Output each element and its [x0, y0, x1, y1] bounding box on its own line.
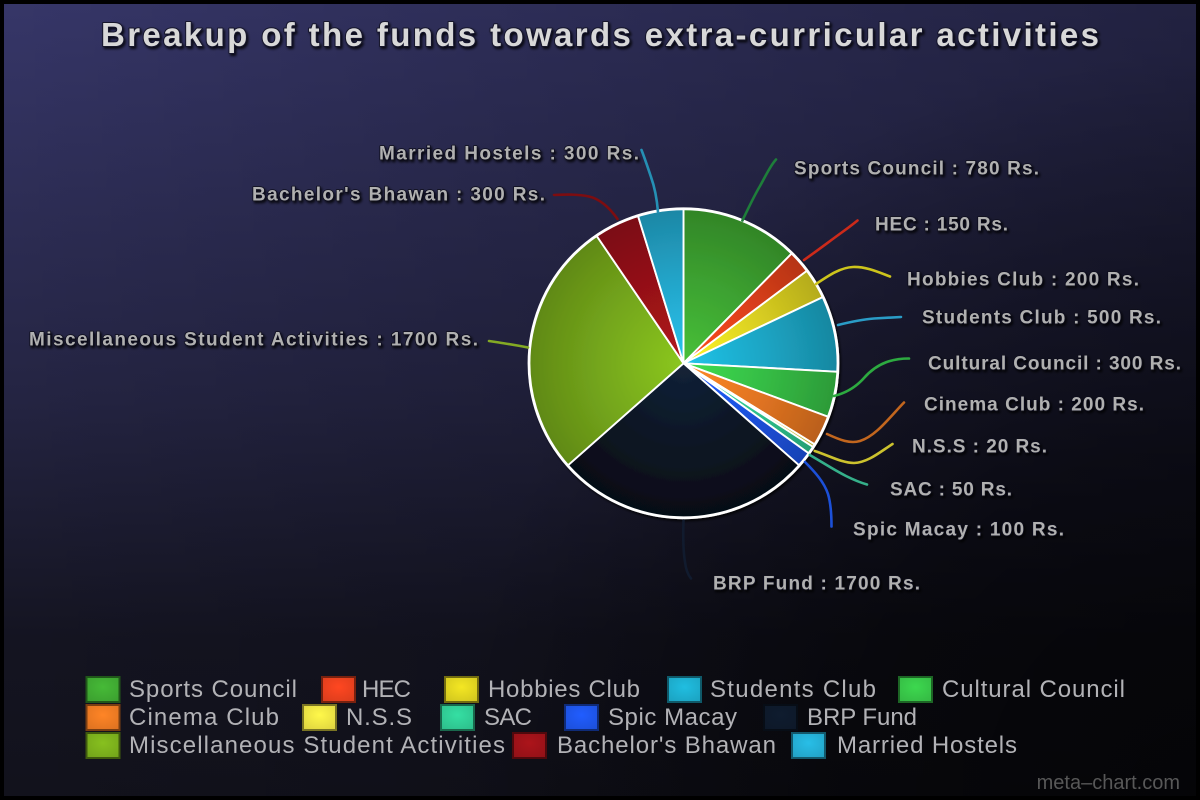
- svg-text:Bachelor's Bhawan : 300 Rs.: Bachelor's Bhawan : 300 Rs.: [252, 185, 545, 206]
- svg-text:Miscellaneous Student Activiti: Miscellaneous Student Activities : 1700 …: [29, 330, 478, 351]
- svg-text:BRP Fund: BRP Fund: [807, 704, 917, 731]
- svg-text:Sports Council : 780 Rs.: Sports Council : 780 Rs.: [794, 159, 1039, 180]
- svg-text:Hobbies Club : 200 Rs.: Hobbies Club : 200 Rs.: [907, 270, 1139, 291]
- svg-text:Sports Council: Sports Council: [129, 676, 297, 703]
- svg-text:Miscellaneous Student Activiti: Miscellaneous Student Activities: [129, 732, 505, 759]
- svg-text:Breakup of the funds towards e: Breakup of the funds towards extra-curri…: [101, 16, 1099, 53]
- svg-text:Hobbies Club: Hobbies Club: [488, 676, 640, 703]
- svg-text:Married Hostels: Married Hostels: [837, 732, 1017, 759]
- svg-text:Cinema Club: Cinema Club: [129, 704, 279, 731]
- svg-text:HEC: HEC: [362, 676, 411, 703]
- svg-text:Spic Macay : 100 Rs.: Spic Macay : 100 Rs.: [853, 520, 1064, 541]
- svg-text:Bachelor's Bhawan: Bachelor's Bhawan: [557, 732, 776, 759]
- svg-text:Cinema Club : 200 Rs.: Cinema Club : 200 Rs.: [924, 395, 1144, 416]
- svg-text:Cultural Council: Cultural Council: [942, 676, 1125, 703]
- svg-text:Spic Macay: Spic Macay: [608, 704, 737, 731]
- svg-text:N.S.S: N.S.S: [346, 704, 412, 731]
- svg-text:Cultural Council : 300 Rs.: Cultural Council : 300 Rs.: [928, 354, 1181, 375]
- svg-text:meta–chart.com: meta–chart.com: [1037, 772, 1180, 794]
- svg-text:HEC : 150 Rs.: HEC : 150 Rs.: [875, 215, 1008, 236]
- svg-text:Students Club : 500 Rs.: Students Club : 500 Rs.: [922, 308, 1161, 329]
- svg-text:SAC : 50 Rs.: SAC : 50 Rs.: [890, 480, 1012, 501]
- svg-text:Married Hostels : 300 Rs.: Married Hostels : 300 Rs.: [379, 144, 639, 165]
- svg-text:Students Club: Students Club: [710, 676, 876, 703]
- svg-text:BRP Fund : 1700 Rs.: BRP Fund : 1700 Rs.: [713, 574, 920, 595]
- svg-text:N.S.S : 20 Rs.: N.S.S : 20 Rs.: [912, 437, 1047, 458]
- svg-text:SAC: SAC: [484, 704, 532, 731]
